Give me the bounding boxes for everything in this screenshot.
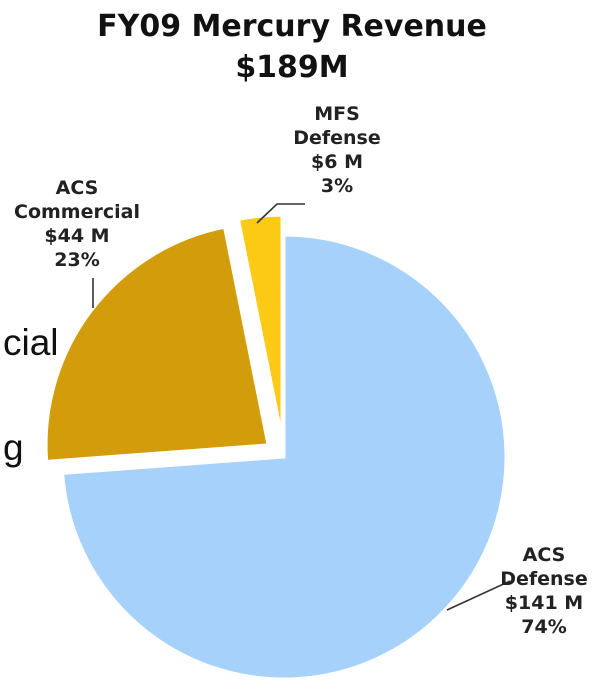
leader-line-acs-defense xyxy=(446,580,511,611)
chart-subtitle: $189M xyxy=(235,50,348,85)
leader-line-mfs-defense xyxy=(256,203,305,224)
pie-slice-acs-defense xyxy=(60,233,508,681)
chart-title: FY09 Mercury Revenue xyxy=(97,9,487,44)
slice-label-mfs-defense-line-3: $6 M xyxy=(311,151,363,173)
slice-label-mfs-defense-line-4: 3% xyxy=(321,175,353,197)
background-text-fragment-2: g xyxy=(3,427,24,468)
slice-label-acs-defense-line-1: ACS xyxy=(523,544,566,566)
pie-slice-mfs-defense xyxy=(236,213,284,438)
pie-slices xyxy=(44,213,508,681)
background-text-fragment-1: cial xyxy=(3,322,59,363)
slice-label-acs-defense-line-4: 74% xyxy=(521,616,566,638)
slice-label-acs-commercial-line-4: 23% xyxy=(54,249,99,271)
slice-label-mfs-defense-line-2: Defense xyxy=(293,127,381,149)
slice-label-acs-commercial-line-1: ACS xyxy=(56,177,99,199)
slice-label-mfs-defense-line-1: MFS xyxy=(314,103,360,125)
label-leader-lines xyxy=(92,203,511,611)
slice-label-acs-defense-line-3: $141 M xyxy=(505,592,583,614)
slice-label-acs-commercial-line-2: Commercial xyxy=(14,201,140,223)
slice-label-acs-commercial-line-3: $44 M xyxy=(44,225,109,247)
pie-slice-acs-commercial xyxy=(44,225,270,463)
slice-label-acs-defense-line-2: Defense xyxy=(500,568,588,590)
